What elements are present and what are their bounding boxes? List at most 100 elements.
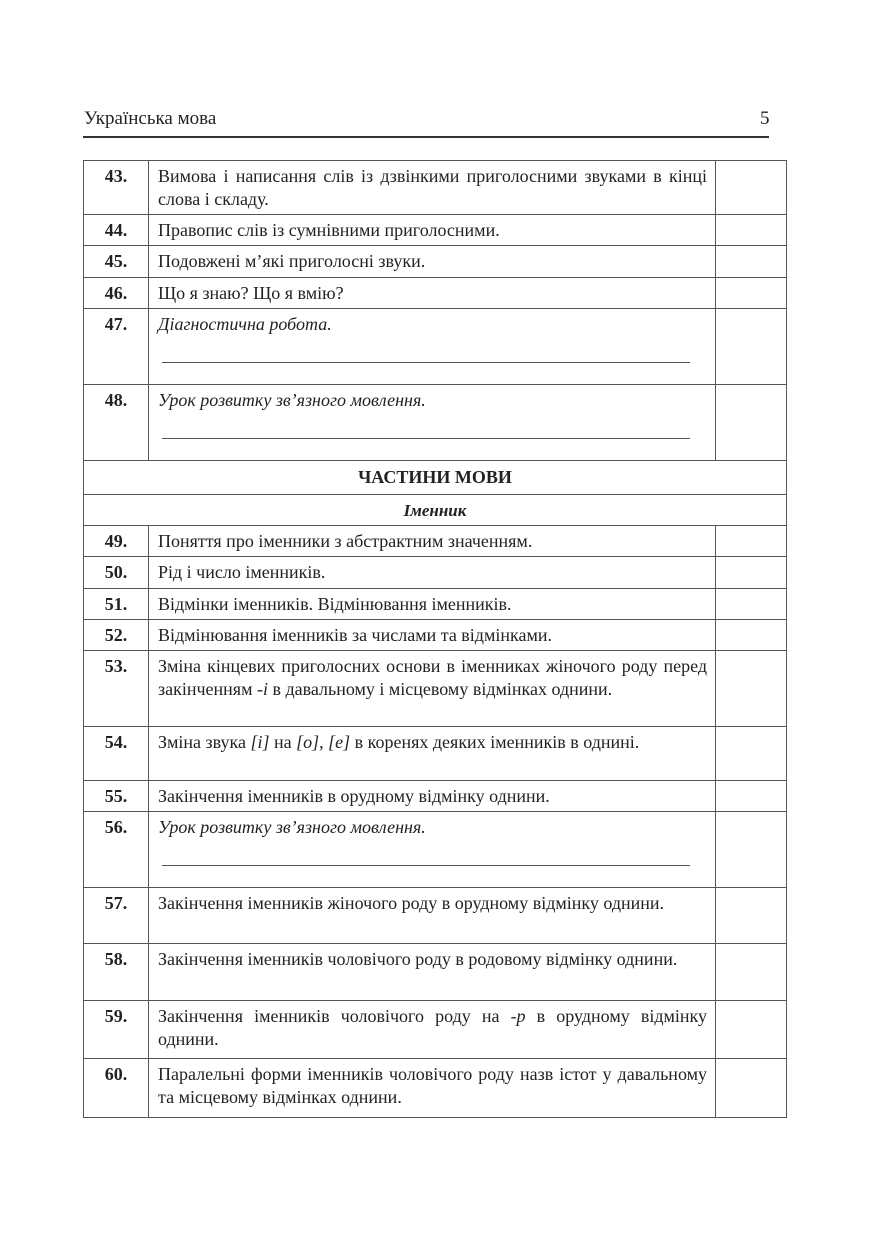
lesson-table: 43. Вимова і написання слів із дзвінкими … — [83, 160, 787, 1118]
table-row: 50. Рід і число іменників. — [83, 556, 787, 589]
lesson-number: 44. — [83, 214, 149, 246]
topic-text: Правопис слів із сумнівними приголосними… — [158, 220, 500, 240]
lesson-number: 50. — [83, 556, 149, 589]
lesson-number: 56. — [83, 811, 149, 888]
lesson-topic: Відмінювання іменників за числами та від… — [148, 619, 716, 651]
lesson-topic: Закінчення іменників чоловічого роду на … — [148, 1000, 716, 1059]
topic-text: Закінчення іменників чоловічого роду в р… — [158, 949, 678, 969]
lesson-topic: Закінчення іменників в орудному відмінку… — [148, 780, 716, 812]
topic-text: Зміна звука — [158, 732, 251, 752]
table-row: 49. Поняття про іменники з абстрактним зн… — [83, 525, 787, 557]
date-cell — [715, 245, 787, 278]
lesson-topic: Урок розвитку зв’язного мовлення. — [148, 811, 716, 888]
lesson-topic: Урок розвитку зв’язного мовлення. — [148, 384, 716, 461]
section-heading-row: ЧАСТИНИ МОВИ — [83, 460, 787, 495]
date-cell — [715, 650, 787, 727]
table-row: 44. Правопис слів із сумнівними приголосн… — [83, 214, 787, 246]
table-row: 55. Закінчення іменників в орудному відмі… — [83, 780, 787, 812]
topic-text: в коренях деяких іменників в однині. — [350, 732, 640, 752]
topic-text: Зміна кінцевих приголосних основи в імен… — [158, 656, 707, 699]
lesson-number: 59. — [83, 1000, 149, 1059]
topic-text: -р — [510, 1006, 526, 1026]
lesson-topic: Діагностична робота. — [148, 308, 716, 385]
topic-text: Паралельні форми іменників чоловічого ро… — [158, 1064, 707, 1107]
topic-text: [о] — [296, 732, 320, 752]
table-row: 59. Закінчення іменників чоловічого роду … — [83, 1000, 787, 1059]
lesson-topic: Вимова і написання слів із дзвінкими при… — [148, 160, 716, 215]
header-rule — [83, 136, 769, 138]
topic-text: Вимова і написання слів із дзвінкими при… — [158, 166, 707, 209]
date-cell — [715, 1058, 787, 1118]
table-row: 60. Паралельні форми іменників чоловічого… — [83, 1058, 787, 1118]
lesson-number: 48. — [83, 384, 149, 461]
table-row: 54. Зміна звука [і] на [о], [е] в коренях… — [83, 726, 787, 781]
lesson-topic: Правопис слів із сумнівними приголосними… — [148, 214, 716, 246]
subsection-heading-row: Іменник — [83, 494, 787, 526]
table-row: 48. Урок розвитку зв’язного мовлення. — [83, 384, 787, 461]
table-row: 45. Подовжені м’які приголосні звуки. — [83, 245, 787, 278]
lesson-topic: Закінчення іменників жіночого роду в ору… — [148, 887, 716, 944]
lesson-number: 43. — [83, 160, 149, 215]
write-in-line — [162, 362, 690, 363]
date-cell — [715, 214, 787, 246]
date-cell — [715, 811, 787, 888]
topic-text: -і — [256, 679, 268, 699]
table-row: 43. Вимова і написання слів із дзвінкими … — [83, 160, 787, 215]
lesson-topic: Що я знаю? Що я вмію? — [148, 277, 716, 309]
topic-text: Відмінки іменників. Відмінювання іменник… — [158, 594, 512, 614]
table-row: 46. Що я знаю? Що я вмію? — [83, 277, 787, 309]
lesson-topic: Зміна кінцевих приголосних основи в імен… — [148, 650, 716, 727]
topic-text: Відмінювання іменників за числами та від… — [158, 625, 552, 645]
lesson-number: 55. — [83, 780, 149, 812]
topic-text: в давальному і місцевому відмінках однин… — [267, 679, 613, 699]
topic-text: Закінчення іменників жіночого роду в ору… — [158, 893, 665, 913]
topic-text: Закінчення іменників в орудному відмінку… — [158, 786, 550, 806]
topic-text: Поняття про іменники з абстрактним значе… — [158, 531, 533, 551]
date-cell — [715, 384, 787, 461]
lesson-topic: Закінчення іменників чоловічого роду в р… — [148, 943, 716, 1001]
date-cell — [715, 726, 787, 781]
lesson-number: 46. — [83, 277, 149, 309]
lesson-number: 53. — [83, 650, 149, 727]
date-cell — [715, 619, 787, 651]
lesson-number: 49. — [83, 525, 149, 557]
lesson-topic: Паралельні форми іменників чоловічого ро… — [148, 1058, 716, 1118]
date-cell — [715, 887, 787, 944]
lesson-number: 52. — [83, 619, 149, 651]
topic-text: в орудному відмінку однини. — [158, 1006, 708, 1049]
date-cell — [715, 556, 787, 589]
lesson-topic: Поняття про іменники з абстрактним значе… — [148, 525, 716, 557]
lesson-topic: Зміна звука [і] на [о], [е] в коренях де… — [148, 726, 716, 781]
topic-text: , — [319, 732, 329, 752]
topic-text: Діагностична робота. — [158, 314, 332, 334]
page-number: 5 — [760, 108, 770, 129]
date-cell — [715, 943, 787, 1001]
running-header-title: Українська мова — [84, 108, 217, 129]
topic-text: Подовжені м’які приголосні звуки. — [158, 251, 426, 271]
lesson-number: 54. — [83, 726, 149, 781]
table-row: 57. Закінчення іменників жіночого роду в … — [83, 887, 787, 944]
table-row: 52. Відмінювання іменників за числами та … — [83, 619, 787, 651]
lesson-topic: Рід і число іменників. — [148, 556, 716, 589]
topic-text: Що я знаю? Що я вмію? — [158, 283, 344, 303]
lesson-number: 58. — [83, 943, 149, 1001]
section-heading: ЧАСТИНИ МОВИ — [83, 460, 787, 495]
topic-text: Урок розвитку зв’язного мовлення. — [158, 817, 426, 837]
topic-text: Урок розвитку зв’язного мовлення. — [158, 390, 426, 410]
topic-text: [е] — [328, 732, 351, 752]
lesson-topic: Подовжені м’які приголосні звуки. — [148, 245, 716, 278]
table-row: 56. Урок розвитку зв’язного мовлення. — [83, 811, 787, 888]
date-cell — [715, 780, 787, 812]
lesson-topic: Відмінки іменників. Відмінювання іменник… — [148, 588, 716, 620]
lesson-number: 60. — [83, 1058, 149, 1118]
date-cell — [715, 277, 787, 309]
lesson-number: 51. — [83, 588, 149, 620]
date-cell — [715, 308, 787, 385]
topic-text: Рід і число іменників. — [158, 562, 326, 582]
date-cell — [715, 588, 787, 620]
lesson-number: 57. — [83, 887, 149, 944]
table-row: 58. Закінчення іменників чоловічого роду … — [83, 943, 787, 1001]
write-in-line — [162, 865, 690, 866]
date-cell — [715, 525, 787, 557]
topic-text: на — [269, 732, 297, 752]
